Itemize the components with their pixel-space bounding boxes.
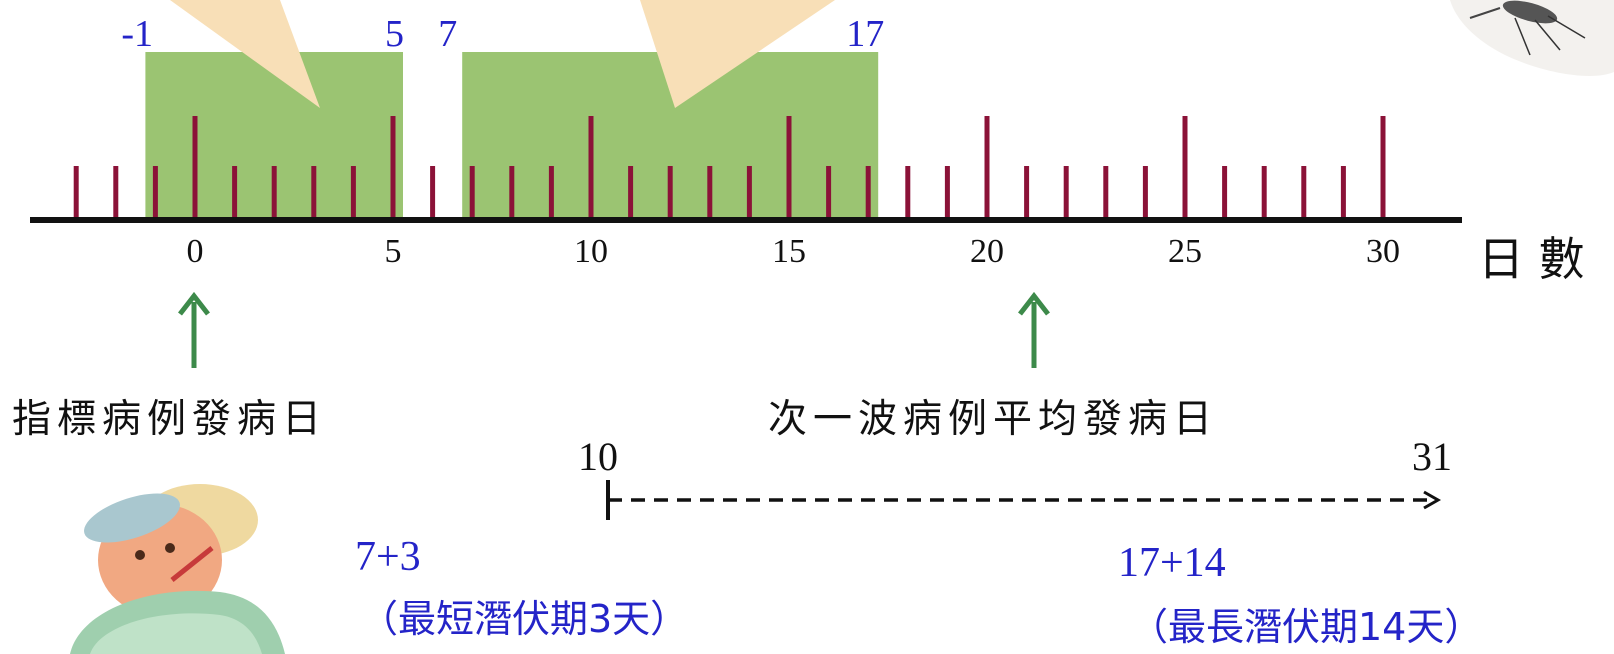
tick-label-20: 20 [970,233,1004,270]
day-ticks [73,116,1386,220]
window-end-label: 17 [846,13,884,55]
callout-tail-left [170,0,320,108]
tick-label-5: 5 [385,233,402,270]
window-start-label: 7 [438,13,457,55]
tick-label-30: 30 [1366,233,1400,270]
axis-tick-labels: 0 5 10 15 20 25 30 [187,233,1401,270]
window-start-label: -1 [121,13,153,55]
note-min-sum: 7+3 [355,534,421,580]
tick-label-0: 0 [187,233,204,270]
arrow-up-icon-head [178,291,210,316]
next-wave-range: 10 31 [578,434,1452,520]
marker-next-wave: 次一波病例平均發病日 [768,291,1218,442]
range-start-label: 10 [578,434,618,479]
marker-index-case: 指標病例發病日 [12,291,327,442]
sick-patient-icon [70,484,285,654]
window-boundary-labels: -1 5 7 17 [121,13,884,55]
window-end-label: 5 [385,13,404,55]
marker-label-next-wave: 次一波病例平均發病日 [768,397,1218,442]
note-max-desc: （最長潛伏期14天） [1130,605,1482,649]
tick-label-15: 15 [772,233,806,270]
axis-label: 日 數 [1478,232,1585,286]
callout-tail-right [640,0,835,108]
note-max-sum: 17+14 [1118,540,1226,586]
tick-label-25: 25 [1168,233,1202,270]
range-end-label: 31 [1412,434,1452,479]
note-min-desc: （最短潛伏期3天） [360,597,688,641]
arrow-right-icon [1423,490,1442,510]
arrow-up-icon-head [1018,291,1050,316]
marker-label-index: 指標病例發病日 [12,397,327,442]
tick-label-10: 10 [574,233,608,270]
mosquito-icon [1450,0,1614,76]
